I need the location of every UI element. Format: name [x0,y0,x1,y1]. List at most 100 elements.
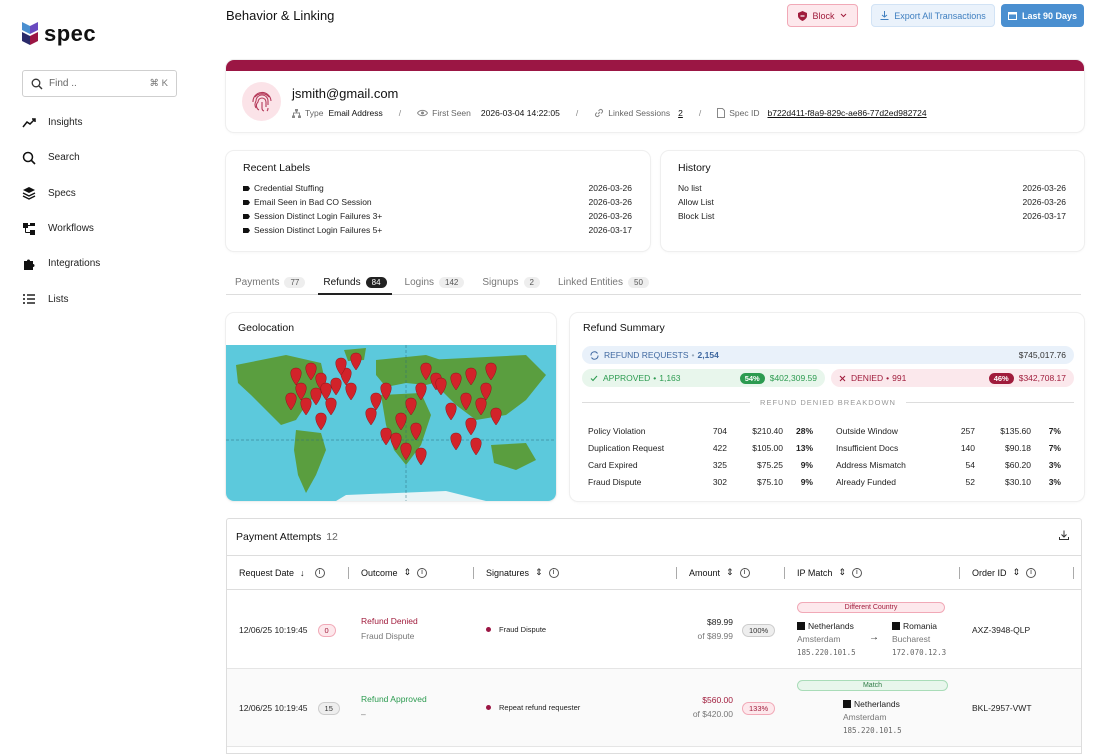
pct: 3% [1048,459,1061,470]
linked-sessions-link[interactable]: 2 [678,108,683,118]
tab-logins[interactable]: Logins 142 [396,270,474,294]
map-marker-icon[interactable] [415,382,427,401]
amount: $135.60 [1000,425,1031,436]
sort-icon: ⇕ [838,567,846,577]
map-marker-icon[interactable] [450,372,462,391]
map-marker-icon[interactable] [420,362,432,381]
spec-id-link[interactable]: b722d411-f8a9-829c-ae86-77d2ed982724 [767,108,927,118]
sidebar-item-workflows[interactable]: Workflows [22,211,192,246]
map-marker-icon[interactable] [480,382,492,401]
check-icon [590,375,598,381]
tab-linked-entities[interactable]: Linked Entities 50 [549,270,658,294]
world-map[interactable] [226,345,556,501]
history-date: 2026-03-26 [1022,197,1066,207]
map-marker-icon[interactable] [475,397,487,416]
table-row[interactable]: 12/06/25 10:19:45 15 Refund Approved – Re… [227,669,1081,747]
column-label: Order ID [972,567,1007,578]
block-button[interactable]: Block [787,4,858,27]
sidebar-item-insights[interactable]: Insights [22,105,192,140]
map-marker-icon[interactable] [390,432,402,451]
sidebar-item-specs[interactable]: Specs [22,176,192,211]
map-marker-icon[interactable] [285,392,297,411]
sidebar-item-lists[interactable]: Lists [22,281,192,316]
column-outcome[interactable]: Outcome ⇕ i [348,566,428,579]
ip-match-tag: Different Country [797,602,945,613]
denied-label: DENIED [851,373,884,383]
type-label: Type [305,108,324,118]
map-marker-icon[interactable] [380,427,392,446]
map-marker-icon[interactable] [410,422,422,441]
map-marker-icon[interactable] [395,412,407,431]
map-marker-icon[interactable] [335,357,347,376]
export-button[interactable]: Export All Transactions [871,4,995,27]
breakdown-title: REFUND DENIED BREAKDOWN [760,398,896,407]
map-marker-icon[interactable] [490,407,502,426]
logo[interactable]: spec [22,20,96,47]
map-marker-icon[interactable] [450,432,462,451]
tab-count: 2 [523,276,540,288]
sidebar-item-label: Specs [48,187,76,199]
order-id[interactable]: BKL-2957-VWT [972,703,1032,713]
column-request-date[interactable]: Request Date ↓ i [239,567,325,578]
column-ip-match[interactable]: IP Match ⇕ i [784,566,862,579]
approved-label: APPROVED [603,373,651,383]
map-marker-icon[interactable] [315,412,327,431]
map-marker-icon[interactable] [370,392,382,411]
map-marker-icon[interactable] [295,382,307,401]
info-icon: i [417,567,428,578]
map-marker-icon[interactable] [320,382,332,401]
download-icon [880,11,889,20]
first-seen-value: 2026-03-04 14:22:05 [480,108,560,118]
map-marker-icon[interactable] [300,397,312,416]
map-marker-icon[interactable] [350,352,362,371]
map-marker-icon[interactable] [340,367,352,386]
refund-requests-label: REFUND REQUESTS [604,350,689,360]
column-order-id[interactable]: Order ID ⇕ i [959,566,1075,579]
column-signatures[interactable]: Signatures ⇕ i [473,566,559,579]
refund-requests-pill: REFUND REQUESTS • 2,154 $745,017.76 [582,346,1074,364]
ip-from-city: Amsterdam [843,712,887,722]
column-amount[interactable]: Amount ⇕ i [676,566,750,579]
tab-payments[interactable]: Payments 77 [226,270,314,294]
map-marker-icon[interactable] [290,367,302,386]
download-icon[interactable] [1059,530,1069,540]
search-input[interactable]: Find .. ⌘ K [22,70,177,97]
tab-label: Payments [235,276,280,288]
map-marker-icon[interactable] [325,397,337,416]
signature-dot [486,627,491,632]
map-marker-icon[interactable] [465,367,477,386]
sidebar-item-integrations[interactable]: Integrations [22,246,192,281]
refund-requests-count: 2,154 [697,350,719,360]
table-row[interactable]: 12/06/25 10:19:45 0 Refund Denied Fraud D… [227,591,1081,669]
payment-attempts-count: 12 [326,531,338,543]
date-range-button[interactable]: Last 90 Days [1001,4,1084,27]
pct: 9% [800,459,813,470]
order-id[interactable]: AXZ-3948-QLP [972,625,1031,635]
map-marker-icon[interactable] [365,407,377,426]
count: 422 [712,442,727,453]
approved-pct: 54% [739,372,765,384]
map-marker-icon[interactable] [345,382,357,401]
map-marker-icon[interactable] [380,382,392,401]
map-marker-icon[interactable] [435,377,447,396]
sidebar-item-search[interactable]: Search [22,140,192,175]
map-marker-icon[interactable] [465,417,477,436]
map-marker-icon[interactable] [415,447,427,466]
map-marker-icon[interactable] [445,402,457,421]
map-marker-icon[interactable] [305,362,317,381]
tab-signups[interactable]: Signups 2 [473,270,549,294]
label-date: 2026-03-17 [588,225,632,235]
map-marker-icon[interactable] [470,437,482,456]
bullet: • [886,373,890,383]
count: 257 [960,425,975,436]
tab-refunds[interactable]: Refunds 84 [314,270,395,295]
flag-icon [892,622,900,630]
map-marker-icon[interactable] [485,362,497,381]
ip-to-country: Romania [892,621,937,631]
map-marker-icon[interactable] [460,392,472,411]
map-marker-icon[interactable] [310,387,322,406]
search-shortcut: ⌘ K [149,78,168,89]
map-marker-icon[interactable] [405,397,417,416]
map-marker-icon[interactable] [400,442,412,461]
map-marker-icon[interactable] [330,377,342,396]
